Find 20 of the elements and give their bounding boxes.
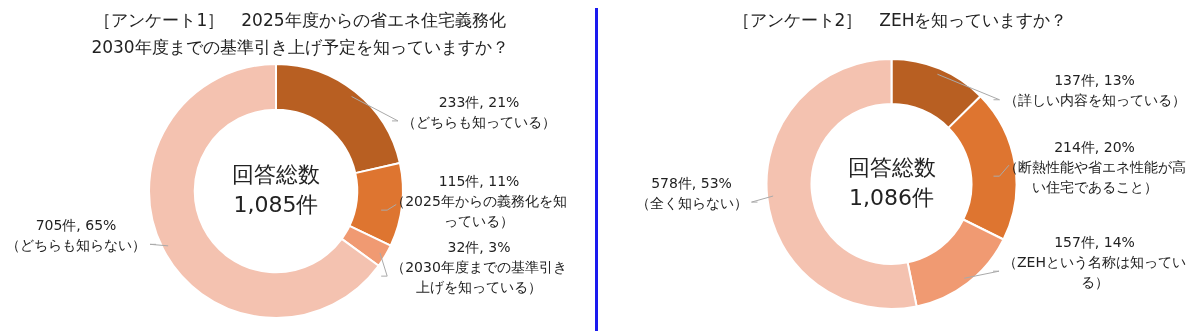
chart-title: ［アンケート1］ 2025年度からの省エネ住宅義務化 2030年度までの基準引き上げ予定を知っていますか？ <box>91 10 509 58</box>
text: 回答総数 1,085件 <box>232 161 320 217</box>
slice-label: （全く知らない） <box>635 194 748 211</box>
data-label: 214件, 20% <box>1054 138 1135 155</box>
text: 回答総数 1,086件 <box>847 154 936 210</box>
chart-title: ［アンケート2］ ZEHを知っていますか？ <box>732 10 1068 31</box>
data-label: 157件, 14% <box>1054 233 1135 250</box>
data-label: 32件, 3% <box>447 238 511 255</box>
slice-label: （断熱性能や省エネ性能が高い住宅であること） <box>1003 158 1186 195</box>
data-label: 137件, 13% <box>1054 72 1135 89</box>
data-label: 705件, 65% <box>35 216 117 233</box>
slice-label: （どちらも知らない） <box>6 236 146 253</box>
slice-label: （2030年度までの基準引き上げを知っている） <box>391 258 567 295</box>
slice-label: （ZEHという名称は知っている） <box>1003 253 1186 290</box>
slice-label: （詳しい内容を知っている） <box>1003 92 1186 109</box>
data-label: 233件, 21% <box>438 93 520 110</box>
data-label: 115件, 11% <box>438 172 520 189</box>
slice-label: （どちらも知っている） <box>402 113 556 130</box>
data-label: 578件, 53% <box>651 174 732 191</box>
slice-label: （2025年からの義務化を知っている） <box>391 192 567 229</box>
